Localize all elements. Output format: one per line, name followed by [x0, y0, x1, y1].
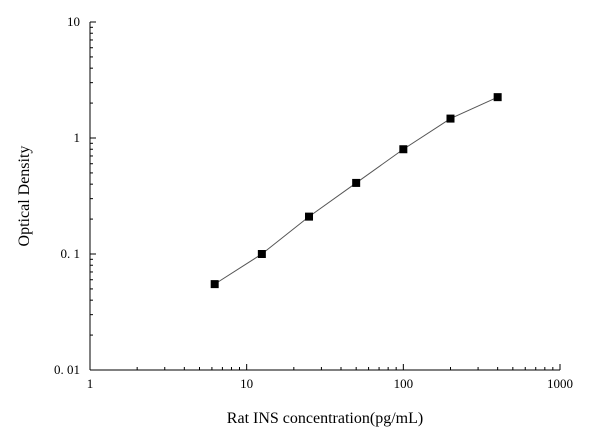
x-axis-title: Rat INS concentration(pg/mL) — [227, 410, 423, 427]
data-point-marker — [305, 212, 314, 221]
data-point-marker — [493, 93, 502, 102]
x-tick-label: 10 — [240, 376, 253, 391]
y-tick-label: 0. 01 — [54, 362, 80, 377]
x-tick-label: 1000 — [547, 376, 573, 391]
data-point-marker — [446, 114, 455, 123]
y-tick-label: 10 — [67, 14, 80, 29]
y-tick-label: 1 — [74, 130, 81, 145]
plot-frame — [89, 22, 560, 371]
data-point-marker — [257, 250, 266, 258]
series-line — [214, 96, 498, 285]
x-tick-label: 100 — [394, 376, 414, 391]
series-group — [210, 93, 502, 289]
y-tick-label: 0. 1 — [61, 246, 81, 261]
data-point-marker — [352, 178, 361, 187]
x-tick-label: 1 — [87, 376, 94, 391]
data-point-marker — [210, 280, 219, 289]
y-axis-title: Optical Density — [16, 146, 33, 247]
y-axis: 0. 01 0. 1 1 10 — [54, 14, 96, 377]
x-axis: 1 10 100 1000 — [87, 364, 573, 391]
data-point-marker — [399, 145, 408, 154]
